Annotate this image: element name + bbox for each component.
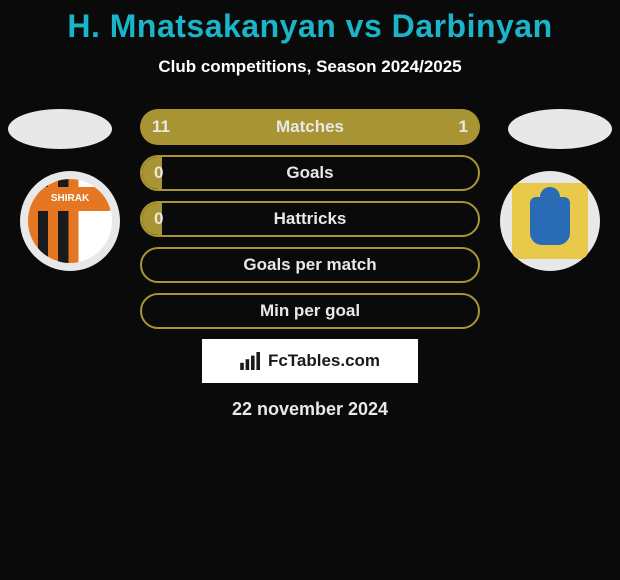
brand-text: FcTables.com	[268, 351, 380, 371]
season-subtitle: Club competitions, Season 2024/2025	[0, 57, 620, 77]
page-title: H. Mnatsakanyan vs Darbinyan	[0, 0, 620, 45]
player-right-avatar	[508, 109, 612, 149]
stat-label: Min per goal	[142, 295, 478, 327]
stat-value-left: 11	[140, 109, 182, 145]
club-badge-right	[500, 171, 600, 271]
stat-value-left: 0	[142, 203, 175, 235]
stat-row: Goals0	[140, 155, 480, 191]
stat-value-right: 1	[447, 109, 480, 145]
stats-zone: SHIRAK Matches111Goals0Hattricks0Goals p…	[0, 109, 620, 329]
stat-label: Goals per match	[142, 249, 478, 281]
brand-box: FcTables.com	[202, 339, 418, 383]
stat-label: Goals	[142, 157, 478, 189]
stat-value-left: 0	[142, 157, 175, 189]
comparison-card: H. Mnatsakanyan vs Darbinyan Club compet…	[0, 0, 620, 580]
stat-label: Hattricks	[142, 203, 478, 235]
stat-label: Matches	[140, 109, 480, 145]
stat-row: Goals per match	[140, 247, 480, 283]
shirak-logo-icon: SHIRAK	[28, 179, 112, 263]
player-left-avatar	[8, 109, 112, 149]
stat-bars: Matches111Goals0Hattricks0Goals per matc…	[140, 109, 480, 329]
stat-row: Hattricks0	[140, 201, 480, 237]
club-badge-left: SHIRAK	[20, 171, 120, 271]
stat-row: Matches111	[140, 109, 480, 145]
club-right-logo-icon	[512, 183, 588, 259]
stat-row: Min per goal	[140, 293, 480, 329]
date-line: 22 november 2024	[0, 399, 620, 420]
shirak-banner-text: SHIRAK	[28, 187, 112, 211]
chart-bars-icon	[240, 352, 262, 370]
